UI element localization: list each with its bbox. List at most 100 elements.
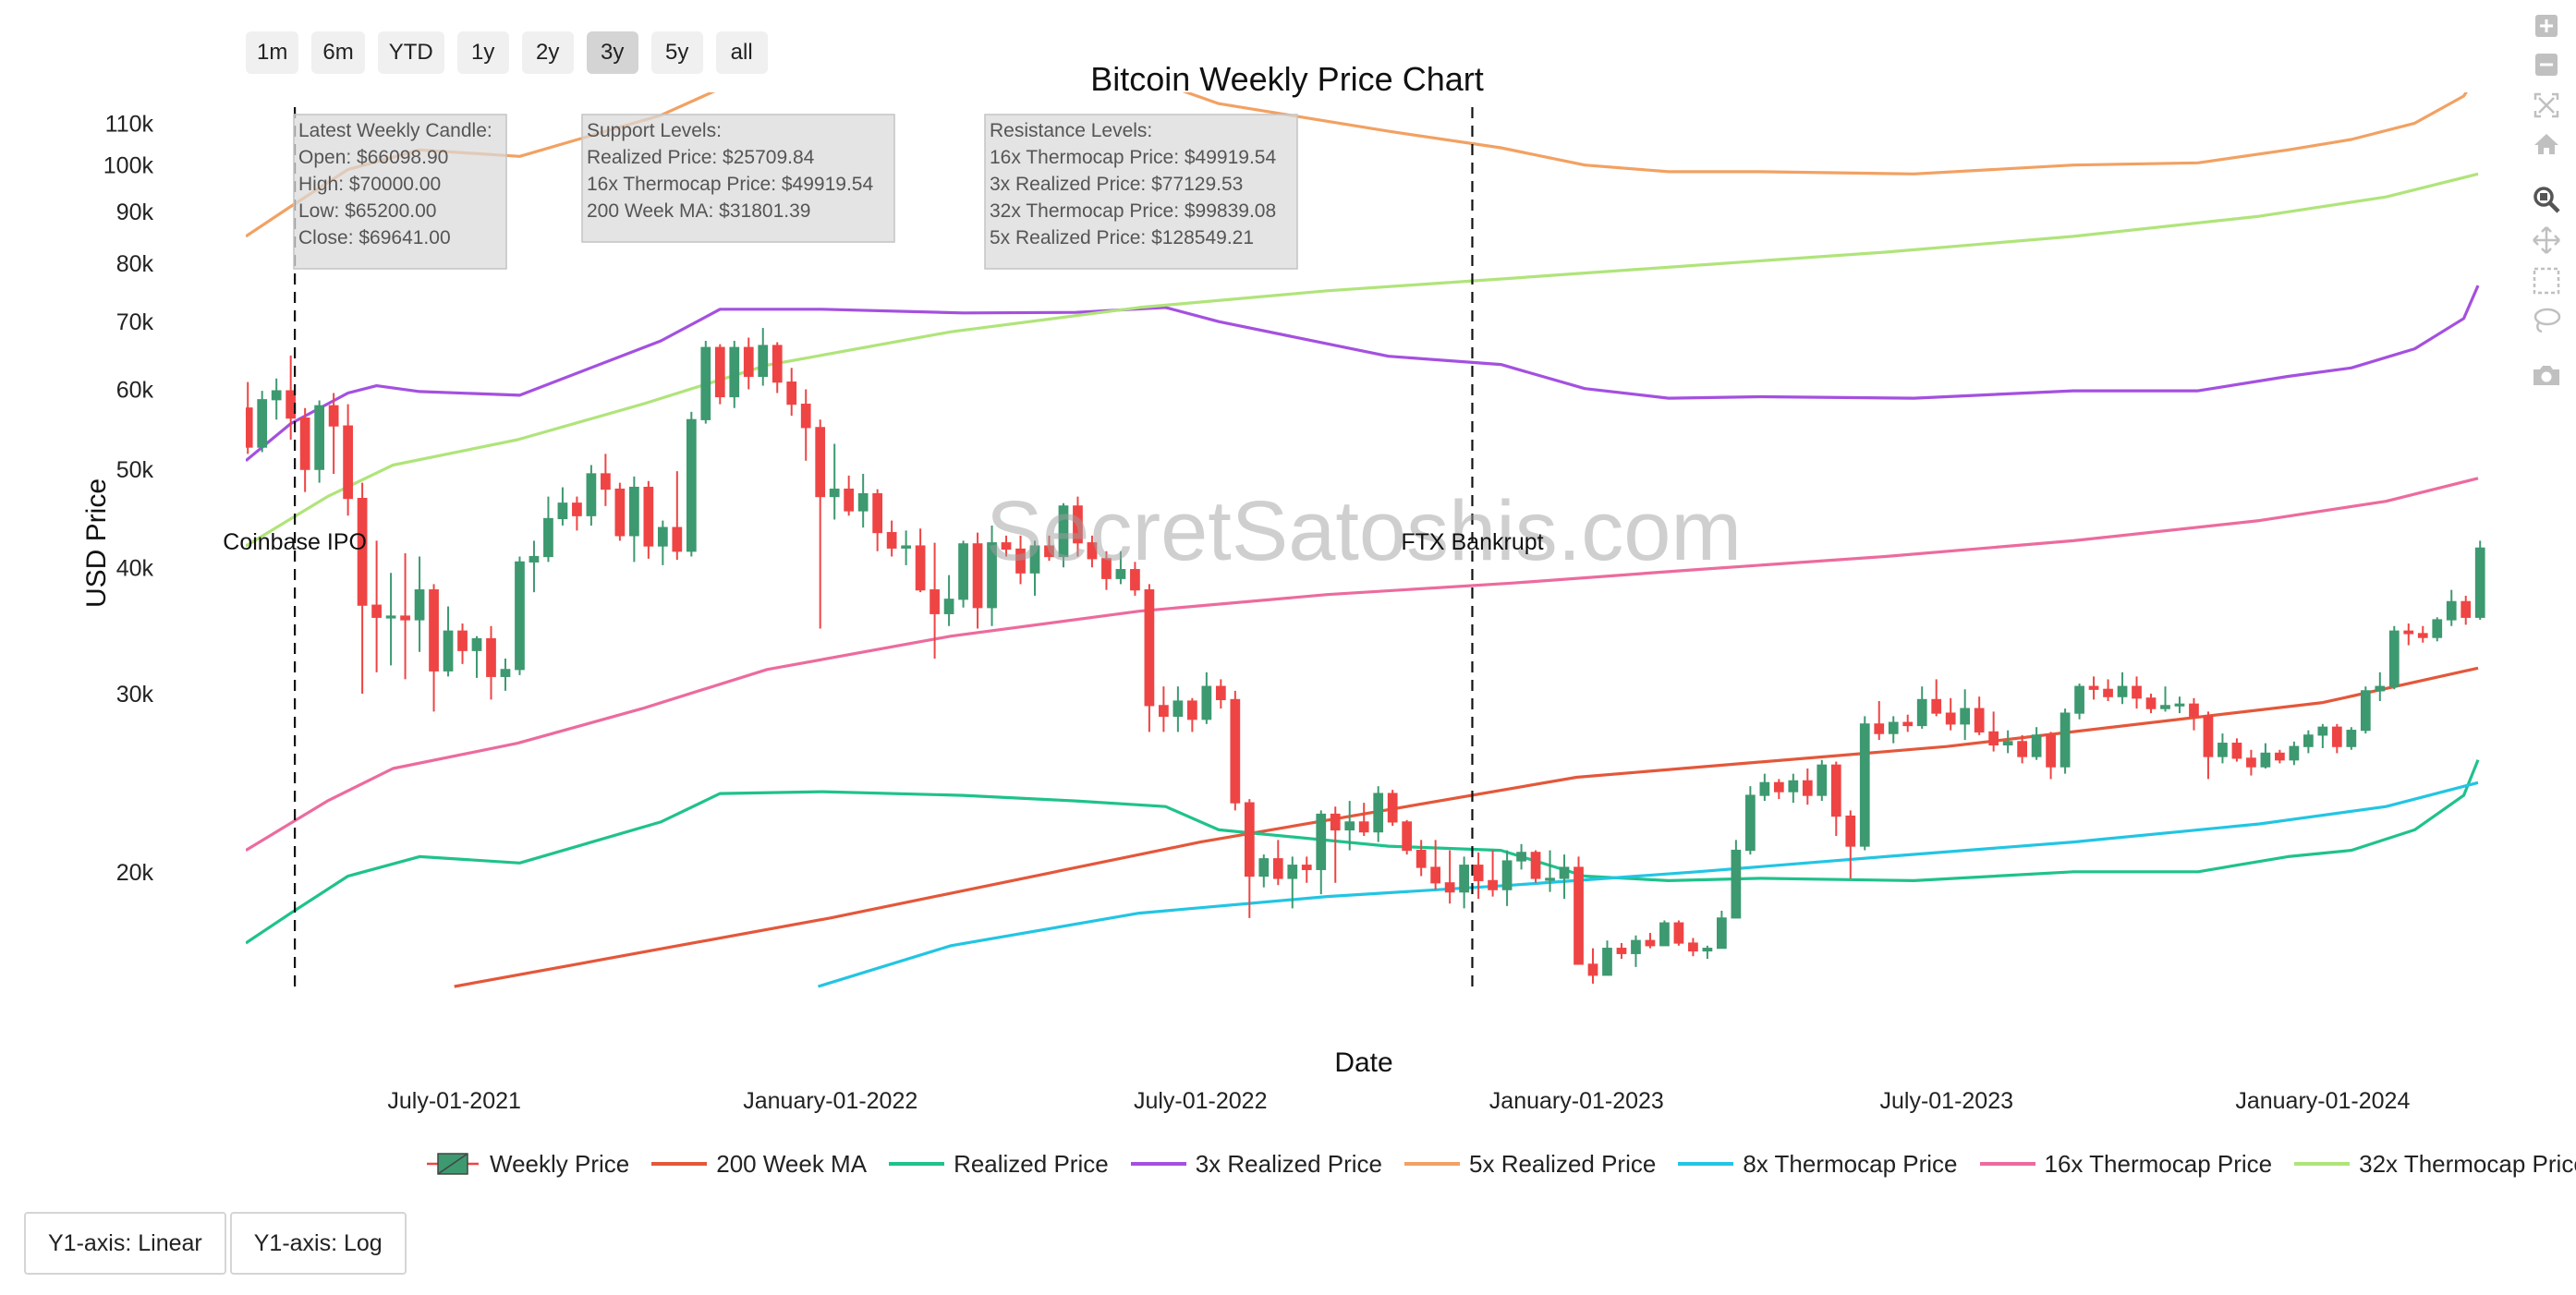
indicator-lines [246, 92, 2480, 988]
legend-item-8x-thermocap-price[interactable]: 8x Thermocap Price [1678, 1150, 1958, 1179]
legend-swatch [1678, 1162, 1734, 1166]
candle [2145, 694, 2157, 714]
candle [543, 496, 553, 563]
legend-item-200-week-ma[interactable]: 200 Week MA [651, 1150, 867, 1179]
legend-label: 3x Realized Price [1195, 1149, 1383, 1178]
range-button-1y[interactable]: 1y [456, 31, 509, 74]
candle [958, 540, 968, 608]
legend-swatch [651, 1162, 708, 1166]
legend-item-realized-price[interactable]: Realized Price [889, 1150, 1109, 1179]
modebar [2530, 9, 2563, 397]
range-button-all[interactable]: all [715, 31, 768, 74]
candle [1859, 716, 1870, 851]
candle [729, 341, 740, 408]
x-tick-label: January-01-2022 [743, 1088, 917, 1114]
lasso-select-icon[interactable] [2530, 305, 2563, 338]
candle [857, 473, 869, 528]
zoom-icon[interactable] [2530, 183, 2563, 216]
candle [2074, 684, 2084, 720]
box-select-icon[interactable] [2530, 264, 2563, 297]
camera-icon[interactable] [2530, 358, 2563, 392]
annotation-line: 3x Realized Price: $77129.53 [990, 174, 1243, 195]
candle [1516, 843, 1526, 870]
range-button-1m[interactable]: 1m [246, 31, 299, 74]
range-button-5y[interactable]: 5y [650, 31, 703, 74]
annotation-line: Resistance Levels: [990, 120, 1152, 141]
legend-item-weekly-price[interactable]: Weekly Price [425, 1150, 629, 1179]
candle [972, 532, 983, 629]
candle [1244, 799, 1255, 918]
candle [371, 540, 382, 672]
candle [2303, 730, 2314, 754]
3x-realized-price-line [246, 284, 2480, 463]
candle [2346, 727, 2357, 750]
candle [758, 328, 769, 386]
x-axis-label: Date [1334, 1047, 1392, 1078]
candle [1173, 686, 1184, 732]
candle [915, 528, 926, 593]
candle [328, 393, 339, 474]
legend-label: 16x Thermocap Price [2044, 1149, 2273, 1178]
candle [2103, 679, 2113, 701]
legend-item-5x-realized-price[interactable]: 5x Realized Price [1404, 1150, 1656, 1179]
legend-swatch [427, 1153, 479, 1175]
candle [1444, 850, 1455, 904]
candle [643, 480, 654, 559]
candle [299, 407, 310, 492]
candle [1645, 932, 1656, 949]
candle [2461, 595, 2472, 625]
legend: Weekly Price 200 Week MA Realized Price 3x … [425, 1145, 2576, 1182]
range-button-6m[interactable]: 6m [311, 31, 365, 74]
y-tick-label: 100k [103, 153, 154, 179]
candle [1073, 496, 1083, 557]
candle [1501, 850, 1513, 906]
candle [1974, 696, 1985, 735]
zoom-out-icon[interactable] [2530, 48, 2563, 81]
candle [1358, 803, 1369, 836]
legend-label: Realized Price [954, 1149, 1109, 1178]
range-button-2y[interactable]: 2y [521, 31, 574, 74]
candle [930, 542, 940, 659]
candle [2331, 723, 2342, 754]
candle [443, 606, 454, 677]
plot-area[interactable] [243, 74, 2485, 990]
zoom-in-icon[interactable] [2530, 9, 2563, 42]
event-labels: Coinbase IPO FTX Bankrupt [223, 529, 1543, 555]
legend-item-32x-thermocap-price[interactable]: 32x Thermocap Price [2294, 1150, 2576, 1179]
candle [1717, 910, 1727, 950]
candle [601, 454, 611, 506]
annotation-line: Realized Price: $25709.84 [587, 147, 815, 168]
candle [872, 489, 883, 551]
candle [614, 482, 626, 541]
pan-icon[interactable] [2530, 224, 2563, 257]
candle [1773, 779, 1784, 800]
legend-swatch [889, 1162, 945, 1166]
annotation-box: Support Levels: Realized Price: $25709.84… [581, 114, 895, 243]
candle [2231, 738, 2242, 762]
yaxis-log-button[interactable]: Y1-axis: Log [229, 1212, 407, 1275]
candle [1802, 769, 1813, 805]
candle [1702, 945, 1713, 960]
candle [1931, 679, 1942, 717]
annotation-line: 16x Thermocap Price: $49919.54 [990, 147, 1276, 168]
legend-item-16x-thermocap-price[interactable]: 16x Thermocap Price [1979, 1149, 2273, 1179]
yaxis-linear-button[interactable]: Y1-axis: Linear [24, 1212, 226, 1275]
candle [2046, 732, 2056, 780]
legend-item-3x-realized-price[interactable]: 3x Realized Price [1130, 1149, 1383, 1179]
range-selector: 1m 6m YTD 1y 2y 3y 5y all [246, 31, 768, 74]
candle [257, 391, 268, 453]
autoscale-icon[interactable] [2530, 89, 2563, 122]
candle [314, 400, 325, 483]
candle [1659, 920, 1670, 947]
legend-swatch [2294, 1162, 2351, 1166]
home-icon[interactable] [2530, 127, 2563, 161]
range-button-ytd[interactable]: YTD [377, 31, 444, 74]
candle [1230, 690, 1241, 811]
candle [2474, 540, 2485, 620]
range-button-3y[interactable]: 3y [586, 31, 638, 74]
candle [2002, 730, 2013, 754]
candle [1744, 786, 1756, 855]
candle [1673, 920, 1684, 946]
candle [1029, 540, 1040, 596]
candle [800, 389, 811, 461]
